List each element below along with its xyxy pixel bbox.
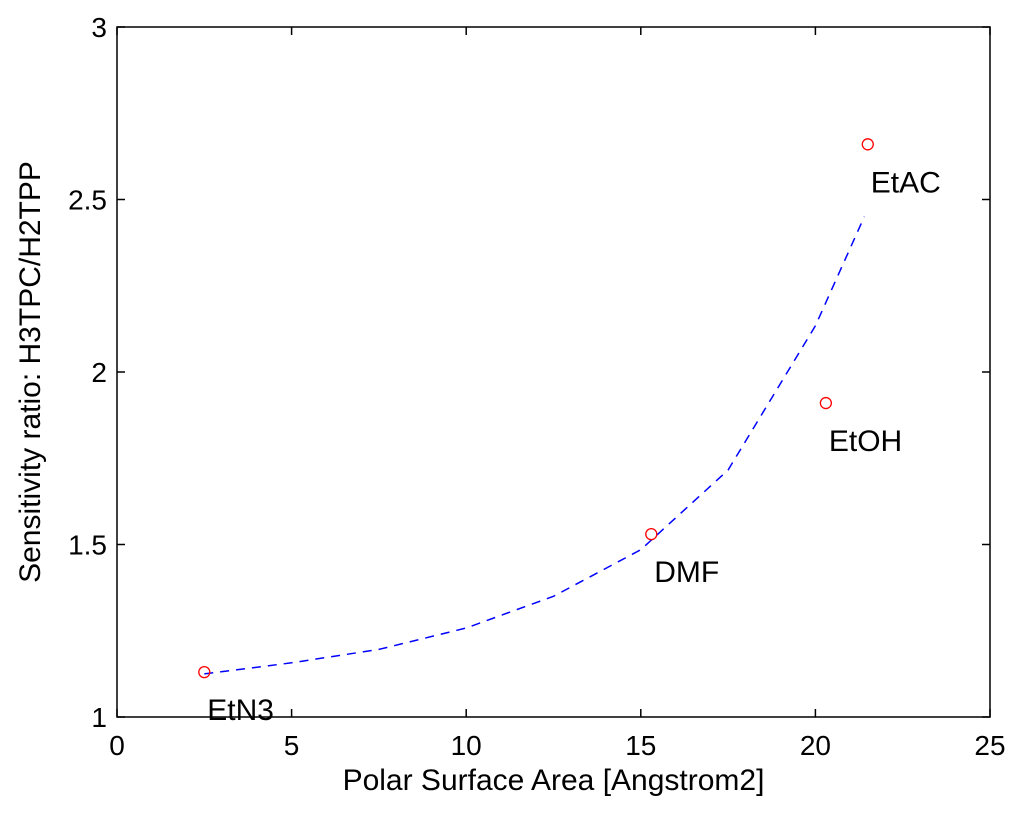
data-point-label: DMF xyxy=(654,556,719,589)
fit-line xyxy=(204,216,865,675)
y-tick-label: 2 xyxy=(91,357,107,388)
data-point-label: EtAC xyxy=(871,166,941,199)
x-tick-label: 15 xyxy=(625,730,656,761)
y-axis-ticks: 1 1.5 2 2.5 3 xyxy=(68,12,990,733)
y-tick-label: 2.5 xyxy=(68,185,107,216)
x-axis-ticks: 0 5 10 15 20 25 xyxy=(109,27,1006,761)
x-tick-label: 5 xyxy=(284,730,300,761)
data-point xyxy=(198,666,211,679)
x-tick-label: 20 xyxy=(800,730,831,761)
data-point-label: EtN3 xyxy=(207,694,274,727)
x-tick-label: 10 xyxy=(451,730,482,761)
y-tick-label: 3 xyxy=(91,12,107,43)
fit-line-group xyxy=(204,216,865,675)
plot-frame xyxy=(116,26,991,718)
data-point xyxy=(819,396,833,410)
y-tick-label: 1.5 xyxy=(68,530,107,561)
data-point xyxy=(861,138,874,151)
y-axis-label: Sensitivity ratio: H3TPC/H2TPP xyxy=(14,161,47,583)
data-point xyxy=(645,528,658,541)
point-labels: EtN3 DMF EtOH EtAC xyxy=(207,166,941,727)
plot-area xyxy=(116,26,991,718)
x-tick-label: 0 xyxy=(109,730,125,761)
x-axis-label: Polar Surface Area [Angstrom2] xyxy=(343,764,765,797)
y-tick-label: 1 xyxy=(91,702,107,733)
data-point-label: EtOH xyxy=(829,425,902,458)
data-points xyxy=(198,138,874,679)
x-tick-label: 25 xyxy=(974,730,1005,761)
